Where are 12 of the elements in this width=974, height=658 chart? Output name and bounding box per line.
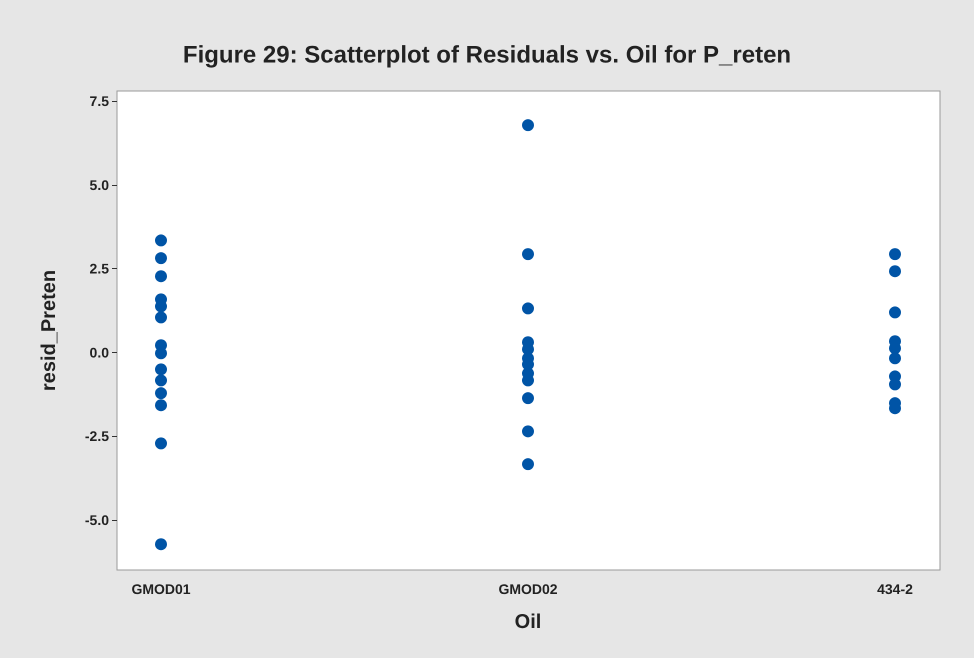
x-tick-label: GMOD02: [498, 581, 558, 597]
y-tick-label: -5.0: [84, 512, 110, 528]
y-tick-label: 7.5: [90, 93, 110, 110]
y-axis-title: resid_Preten: [38, 270, 60, 392]
y-tick-label: 0.0: [90, 344, 110, 360]
x-axis-title: Oil: [514, 611, 542, 633]
x-tick-label: GMOD01: [131, 581, 191, 597]
chart-title: Figure 29: Scatterplot of Residuals vs. Oil for P_reten: [182, 42, 792, 68]
y-tick-label: -2.5: [84, 428, 110, 444]
x-tick-label: 434-2: [877, 581, 914, 597]
y-tick-label: 5.0: [90, 176, 110, 193]
y-tick-label: 2.5: [90, 260, 110, 277]
